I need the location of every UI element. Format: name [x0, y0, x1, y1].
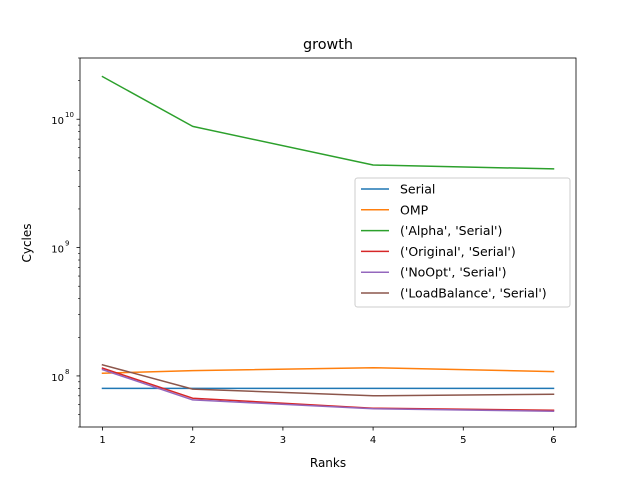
series-line-6: [101, 363, 555, 397]
legend-label: ('Alpha', 'Serial'): [400, 223, 502, 238]
legend-label: OMP: [400, 202, 429, 217]
series-line-5: [101, 368, 555, 413]
series-line-2: [101, 366, 555, 374]
y-tick-label: 10: [51, 116, 64, 127]
series-line-3: [101, 75, 555, 170]
y-tick-exponent: 10: [65, 111, 74, 119]
x-tick-label: 5: [460, 435, 466, 446]
legend: Serial OMP ('Alpha', 'Serial') ('Original',…: [354, 177, 571, 308]
x-tick-label: 2: [190, 435, 196, 446]
x-tick-label: 4: [370, 435, 376, 446]
y-tick-exponent: 9: [65, 240, 69, 248]
legend-label: ('LoadBalance', 'Serial'): [400, 286, 547, 301]
axes-frame: [79, 57, 577, 428]
y-tick-label: 10: [51, 373, 64, 384]
y-tick-label: 10: [51, 245, 64, 256]
y-axis-label: Cycles: [20, 223, 34, 262]
y-tick-exponent: 8: [65, 368, 69, 376]
x-tick-label: 6: [550, 435, 556, 446]
legend-label: Serial: [400, 182, 435, 197]
legend-label: ('NoOpt', 'Serial'): [400, 265, 507, 280]
legend-box: [354, 177, 571, 308]
x-axis-label: Ranks: [310, 456, 346, 470]
x-tick-label: 3: [280, 435, 286, 446]
chart-title: growth: [303, 37, 353, 53]
x-tick-label: 1: [99, 435, 105, 446]
legend-label: ('Original', 'Serial'): [400, 244, 516, 259]
